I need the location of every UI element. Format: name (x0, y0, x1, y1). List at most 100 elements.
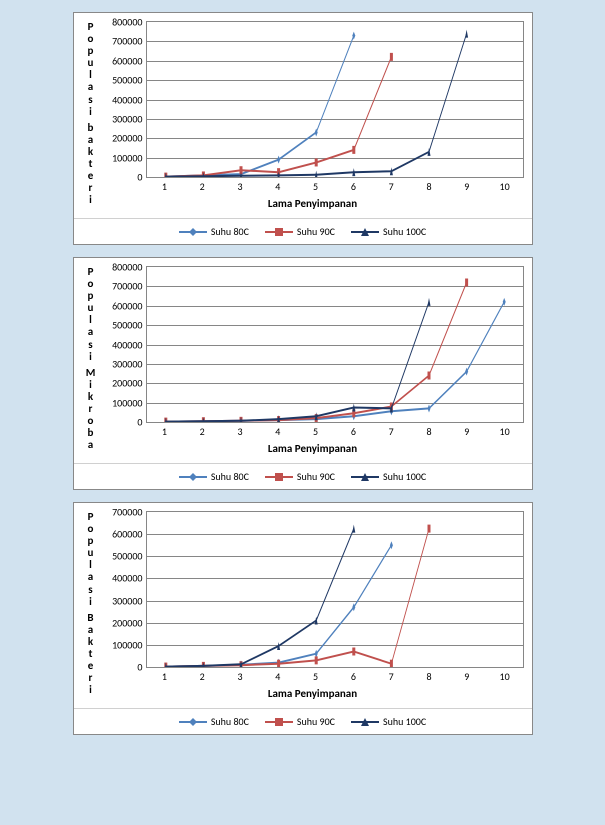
ytick-label: 300000 (112, 594, 146, 607)
legend: Suhu 80C Suhu 90C Suhu 100C (74, 463, 532, 489)
legend-label: Suhu 100C (383, 470, 426, 483)
xtick-label: 1 (146, 425, 184, 438)
plot-area: 0100000200000300000400000500000600000700… (146, 266, 524, 423)
xtick-label: 1 (146, 670, 184, 683)
ytick-label: 400000 (112, 93, 146, 106)
legend-label: Suhu 100C (383, 715, 426, 728)
xtick-label: 7 (372, 670, 410, 683)
series-marker (352, 525, 355, 533)
legend-item: Suhu 90C (265, 715, 335, 728)
ylabel: Populasi Mikroba (82, 266, 102, 457)
legend-item: Suhu 90C (265, 470, 335, 483)
series-marker (389, 660, 392, 667)
ytick-label: 0 (137, 416, 146, 429)
xtick-label: 6 (334, 425, 372, 438)
series-marker (427, 372, 430, 380)
ytick-label: 100000 (112, 396, 146, 409)
ylabel-letter: a (88, 326, 93, 338)
series-line (165, 34, 466, 177)
ylabel-letter: i (89, 596, 92, 608)
plot-svg (147, 22, 523, 177)
xtick-label: 10 (486, 425, 524, 438)
ytick-label: 600000 (112, 54, 146, 67)
ylabel: PopulasiBakteri (82, 511, 102, 702)
xtick-label: 9 (448, 180, 486, 193)
ylabel-letter: a (88, 571, 93, 583)
ytick-label: 200000 (112, 132, 146, 145)
legend-swatch (265, 227, 293, 237)
legend-label: Suhu 80C (211, 470, 249, 483)
xtick-label: 2 (183, 670, 221, 683)
legend-item: Suhu 80C (179, 715, 249, 728)
series-marker (427, 404, 430, 412)
ylabel-word: Populasi (82, 266, 100, 363)
legend-swatch (179, 227, 207, 237)
ylabel-word: Populasi (82, 511, 100, 608)
legend-item: Suhu 80C (179, 470, 249, 483)
series-marker (314, 158, 317, 166)
legend-swatch (179, 717, 207, 727)
xtick-label: 10 (486, 670, 524, 683)
xtick-label: 3 (221, 180, 259, 193)
ylabel-letter: s (88, 94, 92, 106)
xlabel: Lama Penyimpanan (102, 442, 524, 455)
ytick-label: 200000 (112, 616, 146, 629)
ytick-label: 200000 (112, 377, 146, 390)
ytick-label: 700000 (112, 35, 146, 48)
ytick-label: 800000 (112, 261, 146, 274)
xtick-label: 5 (297, 670, 335, 683)
chart-panel: PopulasiBakteri 010000020000030000040000… (73, 502, 533, 735)
ylabel-word: bakteri (82, 122, 100, 207)
series-marker (277, 156, 280, 164)
xtick-label: 7 (372, 180, 410, 193)
ylabel-letter: s (88, 339, 92, 351)
ylabel-word: Mikroba (82, 367, 100, 452)
ylabel-letter: a (88, 81, 93, 93)
ytick-label: 400000 (112, 338, 146, 351)
xtick-label: 7 (372, 425, 410, 438)
xtick-label: 1 (146, 180, 184, 193)
xtick-label: 3 (221, 425, 259, 438)
series-line (165, 36, 353, 177)
ylabel-word: Populasi (82, 21, 100, 118)
legend-item: Suhu 100C (351, 225, 426, 238)
legend-label: Suhu 100C (383, 225, 426, 238)
plot-svg (147, 512, 523, 667)
legend-item: Suhu 90C (265, 225, 335, 238)
series-line (165, 302, 428, 422)
xtick-label: 8 (410, 180, 448, 193)
plot-area: 0100000200000300000400000500000600000700… (146, 511, 524, 668)
ytick-label: 300000 (112, 357, 146, 370)
ytick-label: 600000 (112, 528, 146, 541)
legend-item: Suhu 80C (179, 225, 249, 238)
series-marker (465, 30, 468, 38)
legend-label: Suhu 90C (297, 715, 335, 728)
xtick-label: 4 (259, 180, 297, 193)
ytick-label: 300000 (112, 112, 146, 125)
ylabel-letter: i (89, 684, 92, 696)
series-line (165, 529, 353, 667)
xtick-row: 12345678910 (146, 668, 524, 683)
xtick-row: 12345678910 (146, 423, 524, 438)
ytick-label: 100000 (112, 151, 146, 164)
xtick-label: 6 (334, 180, 372, 193)
series-marker (277, 660, 280, 667)
xtick-label: 5 (297, 180, 335, 193)
series-marker (352, 146, 355, 154)
ytick-label: 700000 (112, 280, 146, 293)
xtick-label: 2 (183, 180, 221, 193)
ytick-label: 500000 (112, 319, 146, 332)
ylabel-letter: a (88, 439, 93, 451)
xtick-label: 8 (410, 670, 448, 683)
xtick-row: 12345678910 (146, 178, 524, 193)
legend: Suhu 80C Suhu 90C Suhu 100C (74, 218, 532, 244)
ytick-label: 400000 (112, 572, 146, 585)
ytick-label: 500000 (112, 74, 146, 87)
xtick-label: 4 (259, 670, 297, 683)
xlabel: Lama Penyimpanan (102, 197, 524, 210)
chart-panel: Populasibakteri 010000020000030000040000… (73, 12, 533, 245)
legend-swatch (351, 472, 379, 482)
ylabel-letter: i (89, 351, 92, 363)
ytick-label: 0 (137, 661, 146, 674)
series-line (165, 302, 503, 422)
